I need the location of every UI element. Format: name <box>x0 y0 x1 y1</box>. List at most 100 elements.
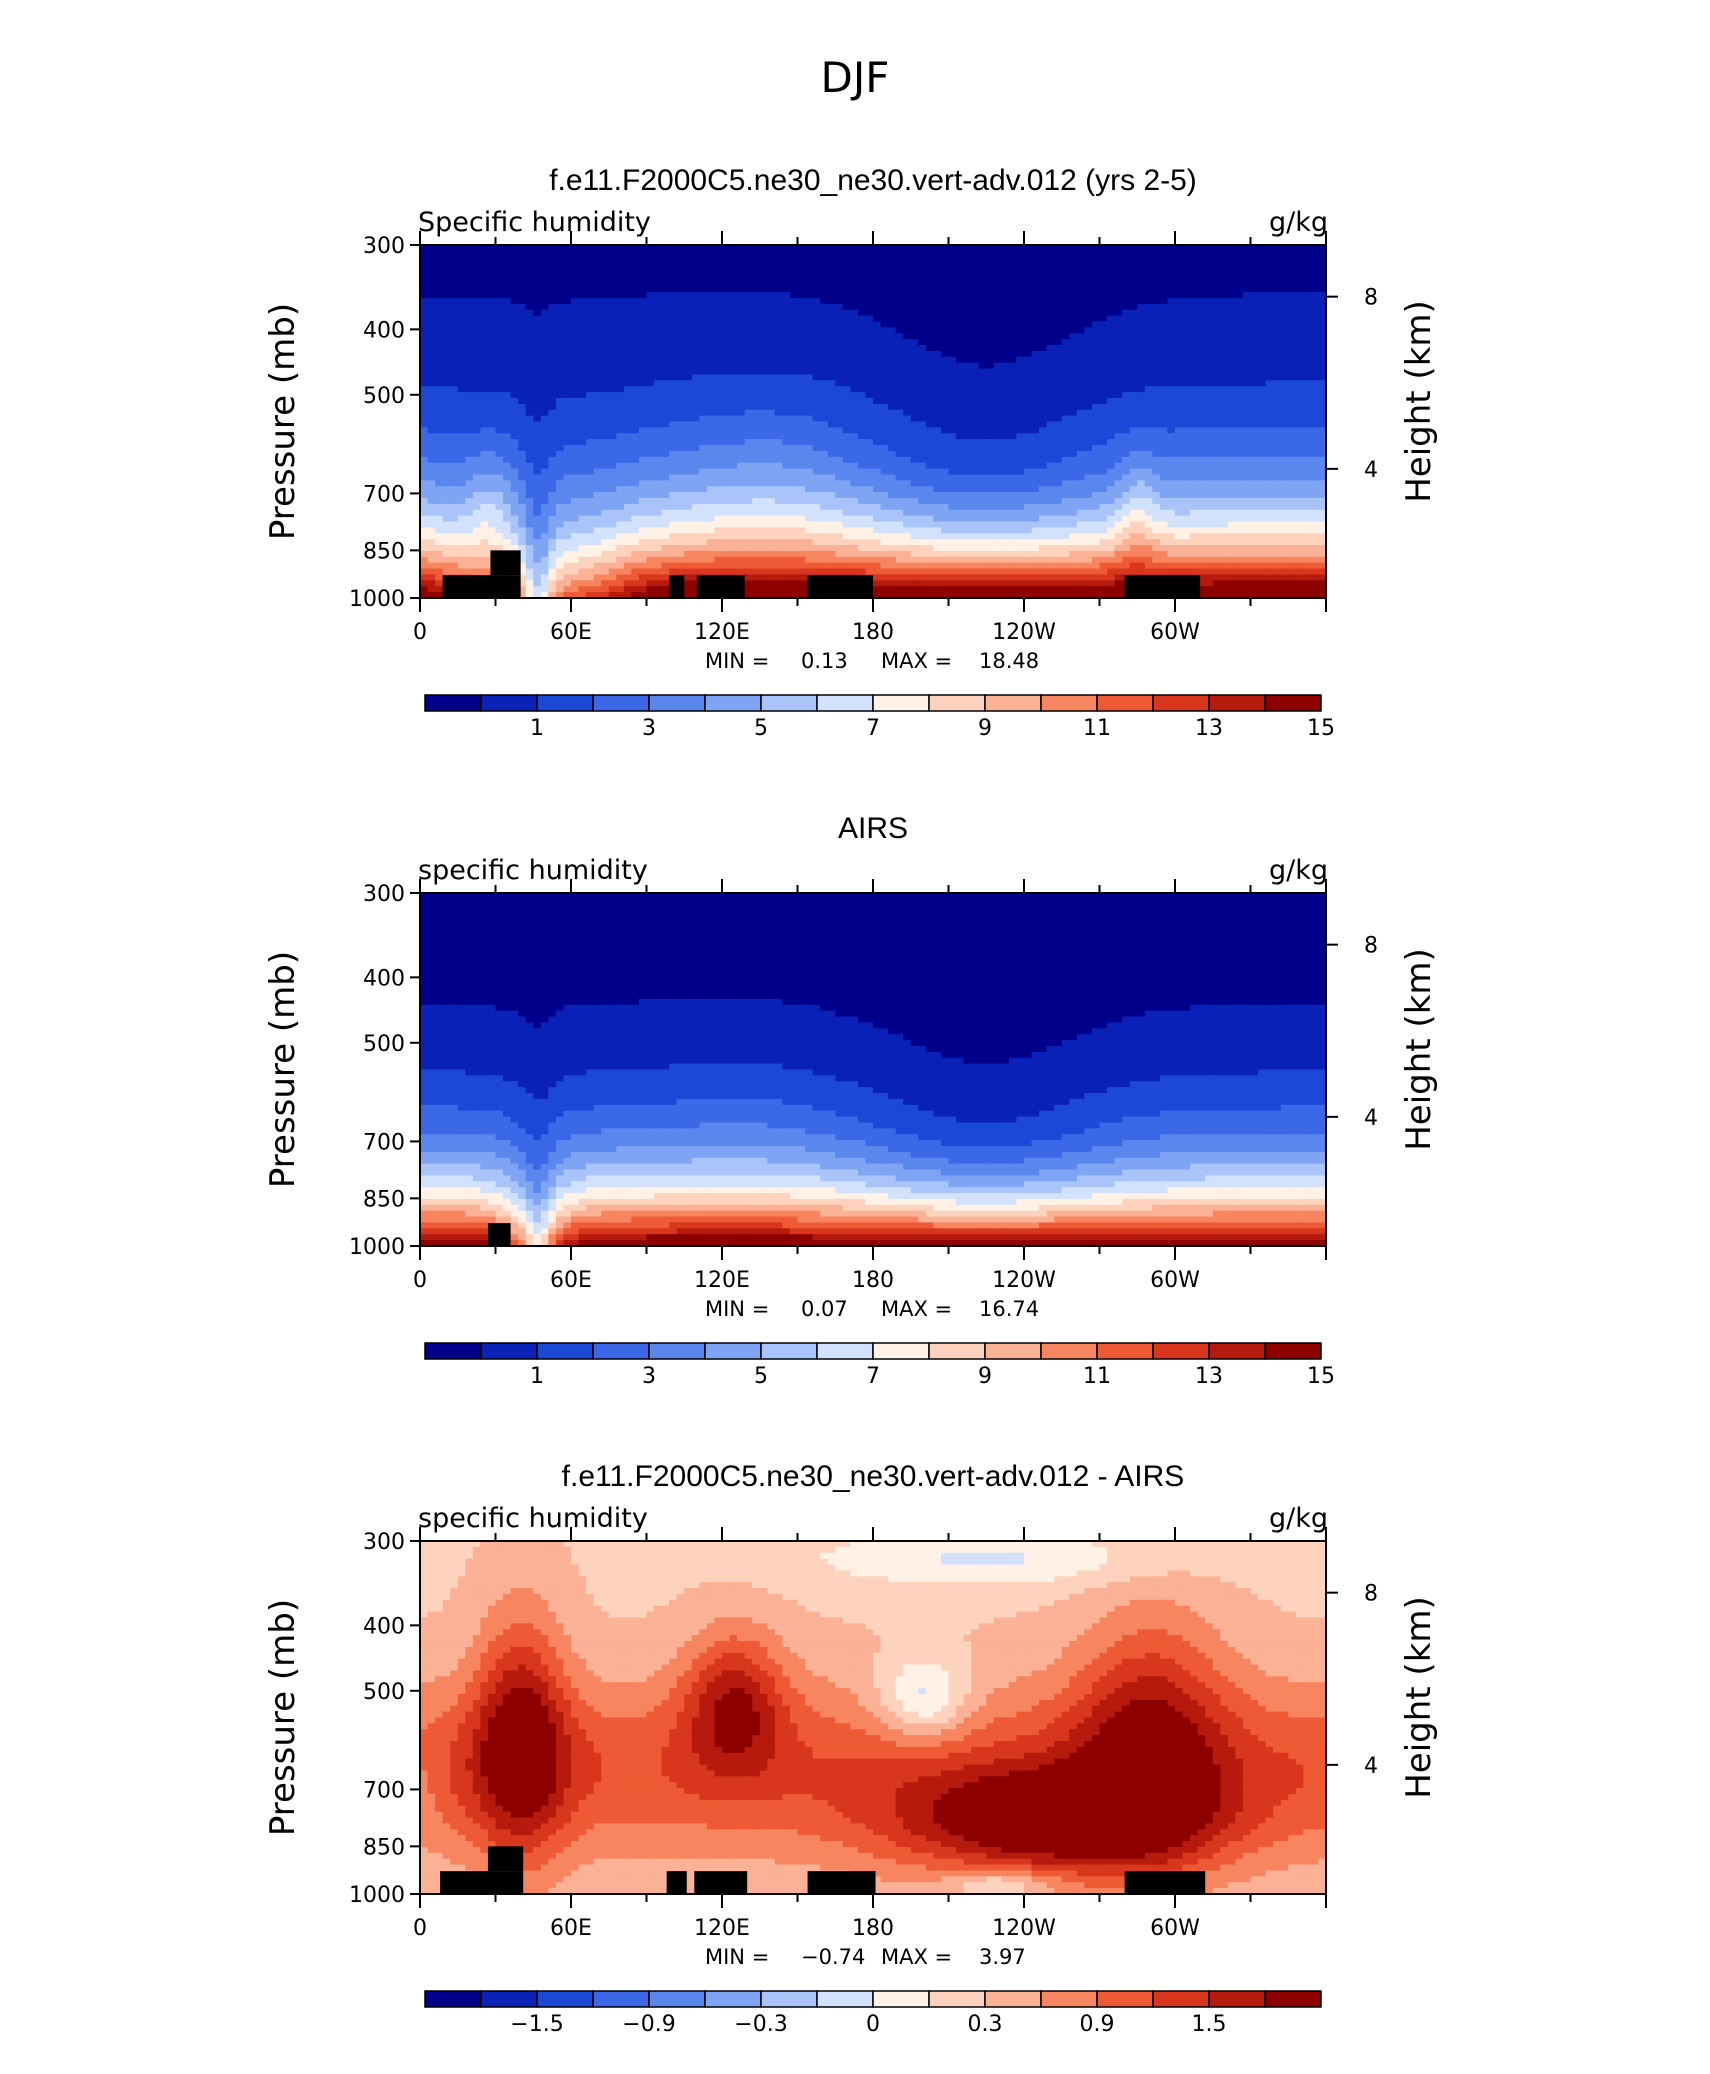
colorbar-label: 15 <box>1307 716 1335 741</box>
panel-title: f.e11.F2000C5.ne30_ne30.vert-adv.012 - A… <box>562 1460 1185 1493</box>
field-label: specific humidity <box>418 855 648 886</box>
min-max-stats: MIN = 0.07 MAX = 16.74 <box>705 1297 1039 1321</box>
colorbar-box <box>537 695 593 711</box>
colorbar-box <box>817 1343 873 1359</box>
colorbar-box <box>1153 695 1209 711</box>
panel-1: f.e11.F2000C5.ne30_ne30.vert-adv.012 (yr… <box>263 164 1439 741</box>
colorbar-box <box>1041 695 1097 711</box>
colorbar-box <box>481 1343 537 1359</box>
colorbar-label: −0.9 <box>622 2012 675 2037</box>
field-label: Specific humidity <box>418 207 651 238</box>
y-tick-label: 300 <box>363 234 405 259</box>
y-tick-label: 1000 <box>349 1883 405 1908</box>
colorbar-box <box>817 1991 873 2007</box>
colorbar-box <box>985 1991 1041 2007</box>
y-tick-label: 500 <box>363 1680 405 1705</box>
colorbar-box <box>481 1991 537 2007</box>
x-tick-label: 120W <box>992 1268 1056 1293</box>
colorbar-box <box>425 1343 481 1359</box>
panel-title: AIRS <box>838 812 908 845</box>
land-mask <box>490 550 520 575</box>
colorbar-box <box>873 1991 929 2007</box>
x-tick-label: 120E <box>694 1916 750 1941</box>
heatmap-field <box>420 245 1327 599</box>
colorbar-label: −1.5 <box>510 2012 563 2037</box>
panel-3: f.e11.F2000C5.ne30_ne30.vert-adv.012 - A… <box>263 1460 1439 2037</box>
colorbar-box <box>1153 1343 1209 1359</box>
colorbar-box <box>1041 1343 1097 1359</box>
y-tick-label: 500 <box>363 1032 405 1057</box>
colorbar-box <box>481 695 537 711</box>
y2-tick-label: 8 <box>1364 286 1378 311</box>
colorbar-label: 15 <box>1307 1364 1335 1389</box>
colorbar-box <box>1209 695 1265 711</box>
y-tick-label: 500 <box>363 384 405 409</box>
colorbar-box <box>425 1991 481 2007</box>
y-tick-label: 700 <box>363 1778 405 1803</box>
colorbar-box <box>985 1343 1041 1359</box>
colorbar-label: 0.3 <box>968 2012 1003 2037</box>
colorbar-box <box>1097 1343 1153 1359</box>
colorbar-label: 5 <box>754 1364 768 1389</box>
panel-title: f.e11.F2000C5.ne30_ne30.vert-adv.012 (yr… <box>549 164 1197 197</box>
x-tick-label: 0 <box>413 1916 427 1941</box>
land-mask <box>697 575 745 598</box>
x-tick-label: 0 <box>413 620 427 645</box>
y-tick-label: 400 <box>363 1614 405 1639</box>
units-label: g/kg <box>1269 855 1328 886</box>
land-mask <box>1125 1871 1206 1894</box>
colorbar-label: 1.5 <box>1192 2012 1227 2037</box>
colorbar: −1.5 −0.9 −0.3 0 0.3 0.9 1.5 <box>425 1991 1321 2037</box>
y-tick-label: 300 <box>363 882 405 907</box>
heatmap-field <box>420 1541 1327 1895</box>
y-tick-label: 700 <box>363 1130 405 1155</box>
land-mask <box>669 575 684 598</box>
x-tick-label: 180 <box>852 620 894 645</box>
x-tick-label: 60E <box>550 1916 592 1941</box>
colorbar-box <box>705 1343 761 1359</box>
y-tick-label: 400 <box>363 966 405 991</box>
y2-axis-title: Height (km) <box>1399 1596 1439 1799</box>
heatmap-field <box>420 893 1327 1247</box>
colorbar-box <box>593 1343 649 1359</box>
colorbar-label: 13 <box>1195 1364 1223 1389</box>
colorbar-label: 3 <box>642 1364 656 1389</box>
land-mask <box>440 1871 523 1894</box>
x-tick-label: 120W <box>992 620 1056 645</box>
colorbar-label: 0 <box>866 2012 880 2037</box>
colorbar-box <box>929 695 985 711</box>
colorbar: 1 3 5 7 9 11 13 15 <box>425 1343 1335 1389</box>
colorbar-box <box>425 695 481 711</box>
land-mask <box>488 1223 511 1246</box>
land-mask <box>1125 575 1201 598</box>
y-tick-label: 700 <box>363 482 405 507</box>
y-axis-title: Pressure (mb) <box>263 951 303 1188</box>
colorbar-box <box>985 695 1041 711</box>
land-mask <box>808 575 873 598</box>
colorbar-box <box>929 1343 985 1359</box>
x-tick-label: 0 <box>413 1268 427 1293</box>
land-mask <box>667 1871 687 1894</box>
colorbar-label: 7 <box>866 716 880 741</box>
colorbar-box <box>705 1991 761 2007</box>
colorbar-label: 3 <box>642 716 656 741</box>
colorbar-box <box>1097 695 1153 711</box>
colorbar-box <box>1153 1991 1209 2007</box>
colorbar-box <box>1209 1991 1265 2007</box>
y-tick-label: 300 <box>363 1530 405 1555</box>
land-mask <box>488 1846 523 1871</box>
y2-tick-label: 8 <box>1364 1582 1378 1607</box>
colorbar-label: 11 <box>1083 1364 1111 1389</box>
land-mask <box>443 575 521 598</box>
colorbar-label: 1 <box>530 1364 544 1389</box>
colorbar-box <box>537 1343 593 1359</box>
colorbar-box <box>1265 1343 1321 1359</box>
land-mask <box>808 1871 876 1894</box>
x-tick-label: 60W <box>1150 1268 1200 1293</box>
colorbar-box <box>761 1343 817 1359</box>
colorbar-label: 11 <box>1083 716 1111 741</box>
x-tick-label: 60W <box>1150 1916 1200 1941</box>
y-axis-title: Pressure (mb) <box>263 1599 303 1836</box>
colorbar-box <box>929 1991 985 2007</box>
colorbar-label: 9 <box>978 1364 992 1389</box>
